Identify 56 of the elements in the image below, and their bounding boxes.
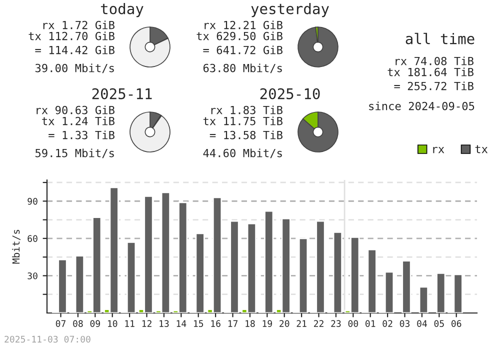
legend-label: tx [475, 145, 488, 154]
text: tx 629.50 GiB [196, 32, 282, 40]
x-tick-label: 12 [142, 320, 152, 327]
text: tx 11.75 TiB [203, 116, 282, 126]
y-tick-label: 90 [28, 198, 38, 205]
x-tick-label: 08 [73, 320, 83, 327]
x-tick-label: 05 [434, 320, 444, 327]
x-tick-label: 10 [108, 320, 118, 327]
x-tick-label: 17 [228, 320, 238, 327]
chart-title: yesterday [251, 2, 329, 18]
text: since 2024-09-05 [369, 102, 474, 110]
chart-title: today [100, 2, 144, 18]
x-tick-label: 23 [331, 320, 341, 327]
text: 63.80 Mbit/s [203, 64, 282, 74]
x-tick-label: 13 [160, 320, 169, 327]
text: rx 74.08 TiB [396, 56, 474, 66]
text: rx 90.63 GiB [36, 106, 114, 114]
x-tick-label: 20 [280, 320, 290, 327]
text: 2025-11-03 07:00 [4, 336, 90, 343]
text: 39.00 Mbit/s [35, 64, 114, 74]
chart-title: 2025-11 [92, 88, 152, 100]
chart-title: 2025-10 [260, 88, 320, 100]
x-tick-label: 19 [262, 320, 272, 327]
text: tx 112.70 GiB [28, 32, 114, 40]
text: = 1.33 TiB [48, 130, 114, 140]
x-tick-label: 07 [56, 320, 66, 327]
text: rx 1.72 GiB [43, 20, 114, 30]
text: rx 1.83 TiB [211, 106, 282, 114]
x-tick-label: 06 [452, 320, 462, 327]
text: tx 181.64 TiB [388, 68, 474, 76]
y-tick-label: 30 [28, 272, 38, 280]
x-tick-label: 16 [211, 320, 220, 327]
x-tick-label: 09 [90, 320, 100, 327]
x-tick-label: 02 [382, 320, 392, 327]
x-tick-label: 03 [400, 320, 410, 327]
x-tick-label: 22 [314, 320, 324, 327]
x-tick-label: 04 [417, 320, 427, 327]
text: = 255.72 TiB [394, 82, 474, 90]
text: 44.60 Mbit/s [203, 148, 282, 158]
x-tick-label: 11 [125, 320, 134, 327]
text: all time [406, 32, 474, 44]
text: = 641.72 GiB [203, 46, 282, 54]
text: tx 1.24 TiB [42, 116, 114, 126]
text: rx 12.21 GiB [204, 20, 282, 30]
legend-label: rx [433, 146, 444, 154]
text: = 114.42 GiB [35, 46, 114, 54]
y-tick-label: 60 [28, 235, 38, 242]
x-tick-label: 00 [348, 320, 358, 327]
x-tick-label: 01 [366, 320, 376, 327]
x-tick-label: 21 [296, 320, 306, 327]
x-tick-label: 18 [246, 320, 255, 327]
text: = 13.58 TiB [210, 130, 282, 140]
y-axis-title: Mbit/s [12, 230, 20, 264]
text: 59.15 Mbit/s [36, 148, 114, 158]
x-tick-label: 14 [176, 320, 186, 327]
x-tick-label: 15 [194, 320, 204, 327]
